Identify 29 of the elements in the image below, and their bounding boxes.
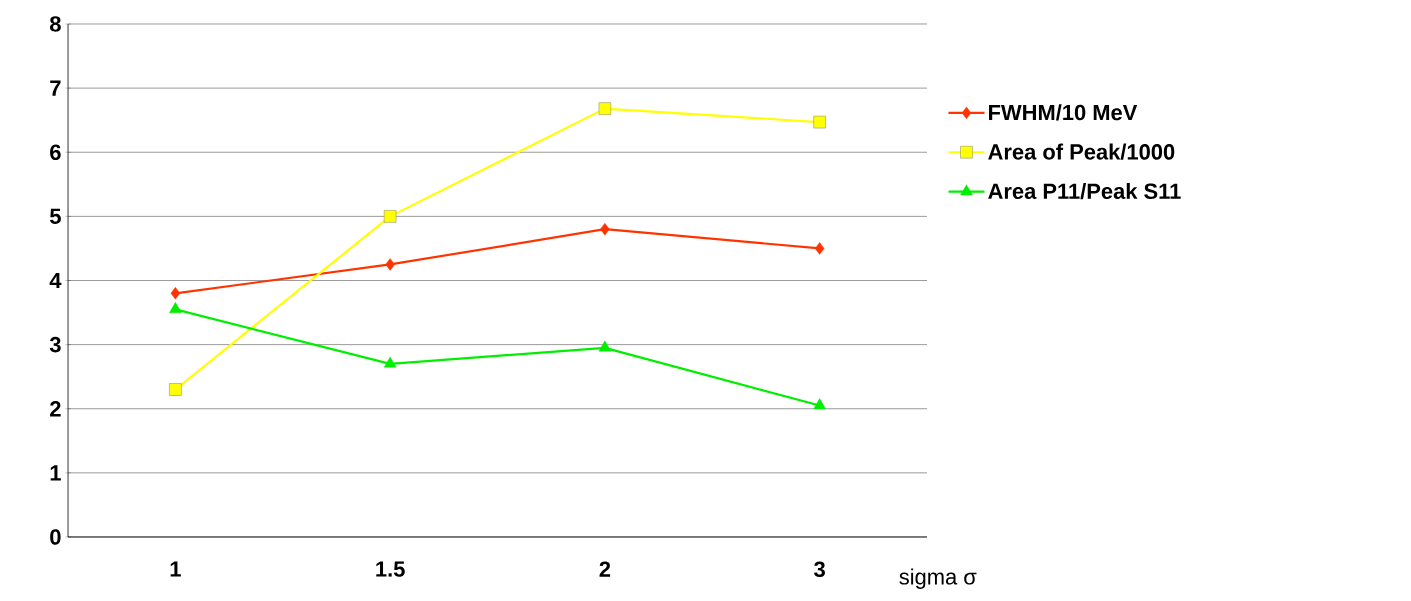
y-tick-label: 6 xyxy=(50,144,61,160)
y-tick-label: 0 xyxy=(50,529,61,545)
x-tick-label: 1 xyxy=(170,561,181,577)
legend-label: Area of Peak/1000 xyxy=(988,143,1175,160)
point xyxy=(598,102,612,115)
legend-label: FWHM/10 MeV xyxy=(989,104,1138,121)
point xyxy=(813,398,826,410)
y-tick-label: 1 xyxy=(50,465,61,481)
point xyxy=(169,383,182,396)
x-axis-title: sigma σ xyxy=(899,568,977,589)
point xyxy=(169,302,182,314)
point xyxy=(383,210,397,223)
point xyxy=(170,287,181,300)
x-tick-label: 3 xyxy=(814,561,825,578)
y-tick-label: 7 xyxy=(50,80,61,96)
x-tick-label: 1.5 xyxy=(376,561,405,577)
point xyxy=(814,242,825,255)
y-tick-label: 2 xyxy=(50,401,61,417)
x-tick-label: 2 xyxy=(599,561,611,577)
y-tick-label: 5 xyxy=(49,208,61,225)
point xyxy=(600,223,610,236)
y-tick-label: 3 xyxy=(49,336,61,353)
y-tick-label: 8 xyxy=(50,16,61,32)
point xyxy=(385,258,395,271)
point xyxy=(813,115,826,129)
point xyxy=(383,356,397,368)
point xyxy=(598,340,612,352)
y-tick-label: 4 xyxy=(49,272,62,289)
legend-label: Area P11/Peak S11 xyxy=(988,182,1181,200)
